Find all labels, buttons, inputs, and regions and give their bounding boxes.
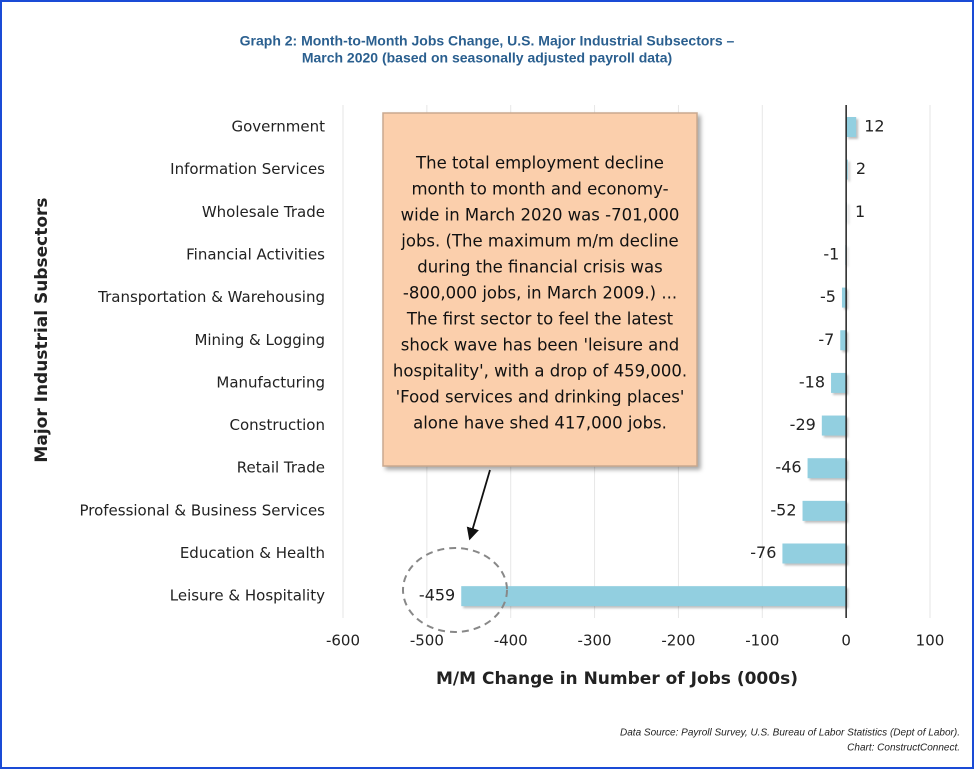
bar [841,287,847,308]
bar [821,415,847,436]
chart-title: March 2020 (based on seasonally adjusted… [302,50,672,66]
y-axis-label: Major Industrial Subsectors [32,197,52,462]
x-tick-label: 100 [916,632,945,650]
annotation-line: 'Food services and drinking places' [396,388,685,407]
bar [840,330,847,351]
y-tick-label: Wholesale Trade [202,203,325,221]
y-tick-label: Manufacturing [216,373,325,391]
x-tick-label: -500 [410,632,444,650]
y-tick-label: Financial Activities [186,245,325,263]
annotation-box [382,112,698,467]
value-label: -52 [770,500,796,519]
y-tick-label: Government [231,118,325,136]
source-note: Chart: ConstructConnect. [847,743,960,754]
value-label: -76 [750,543,776,562]
bar [846,159,848,180]
y-tick-label: Professional & Business Services [79,501,325,519]
chart-title: Graph 2: Month-to-Month Jobs Change, U.S… [240,33,735,49]
annotation-line: month to month and economy- [411,180,668,199]
annotation-line: The first sector to feel the latest [406,310,674,329]
annotation-line: hospitality', with a drop of 459,000. [393,362,687,381]
value-label: -459 [419,586,455,605]
y-tick-label: Construction [229,416,325,434]
value-label: -1 [823,244,839,263]
arrow [466,469,491,541]
value-label: -5 [820,287,836,306]
annotation-line: wide in March 2020 was -701,000 [401,206,680,225]
value-label: -7 [818,330,834,349]
annotation-line: The total employment decline [415,154,664,173]
y-tick-label: Transportation & Warehousing [97,288,325,306]
annotation-line: -800,000 jobs, in March 2009.) ... [403,284,677,303]
bar [831,372,847,393]
y-tick-label: Leisure & Hospitality [170,587,325,605]
overlay: The total employment decline month to mon… [382,112,698,633]
annotation-line: during the financial crisis was [417,258,662,277]
value-label: 12 [864,117,884,136]
bar [802,500,847,521]
value-label: -18 [799,372,825,391]
y-tick-label: Education & Health [180,544,325,562]
x-tick-label: -200 [661,632,695,650]
annotation-line: alone have shed 417,000 jobs. [413,414,667,433]
source-note: Data Source: Payroll Survey, U.S. Bureau… [620,728,960,739]
value-label: -46 [775,458,801,477]
annotation-line: shock wave has been 'leisure and [401,336,679,355]
y-tick-label: Information Services [170,160,325,178]
bar [807,458,847,479]
highlight-circle [402,547,508,633]
x-tick-label: -100 [745,632,779,650]
y-tick-label: Mining & Logging [194,331,325,349]
x-axis-label: M/M Change in Number of Jobs (000s) [436,669,798,689]
bar [782,543,847,564]
y-tick-label: Retail Trade [237,459,325,477]
x-tick-label: -600 [326,632,360,650]
x-tick-label: -400 [494,632,528,650]
value-label: -29 [790,415,816,434]
bar [461,586,847,607]
x-tick-label: 0 [841,632,851,650]
annotation-line: jobs. (The maximum m/m decline [400,232,678,251]
value-label: 2 [856,159,866,178]
x-tick-label: -300 [578,632,612,650]
bar [846,117,857,137]
value-label: 1 [855,202,865,221]
